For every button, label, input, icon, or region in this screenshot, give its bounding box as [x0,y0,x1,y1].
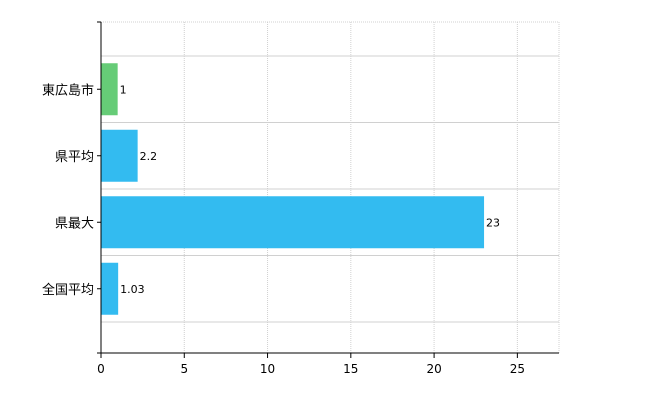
data-label: 1 [120,83,127,96]
category-label: 県最大 [55,216,94,231]
category-label: 県平均 [55,150,94,165]
x-tick-label: 15 [343,362,358,376]
category-label: 東広島市 [42,82,94,98]
category-label: 全国平均 [42,282,94,298]
x-tick-label: 5 [180,362,188,376]
bar [101,63,118,116]
data-label: 23 [486,216,500,229]
x-tick-label: 10 [260,362,275,376]
x-tick-label: 0 [97,362,105,376]
bar [101,129,138,182]
bar [101,196,485,249]
x-tick-label: 25 [510,362,525,376]
data-label: 1.03 [120,283,144,296]
bar [101,262,119,315]
x-tick-label: 20 [426,362,441,376]
data-label: 2.2 [140,150,158,163]
